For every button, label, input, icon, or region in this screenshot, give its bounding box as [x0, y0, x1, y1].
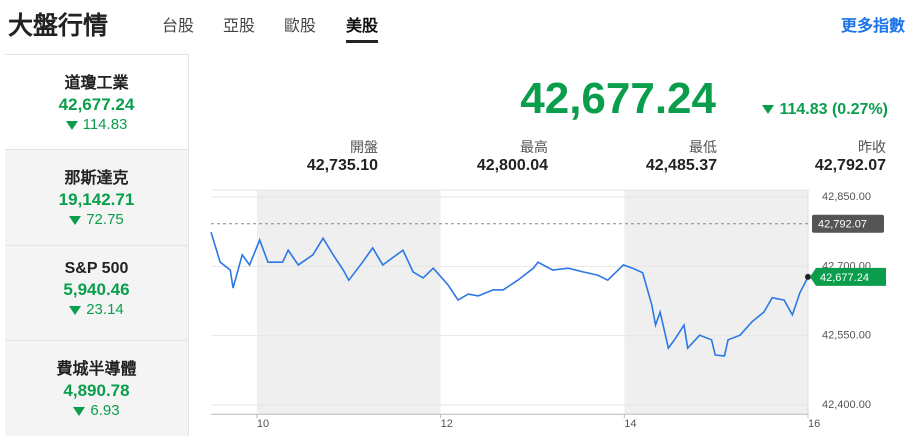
- stat-value: 42,800.04: [476, 157, 548, 174]
- down-arrow: [69, 305, 82, 315]
- index-name: 那斯達克: [64, 170, 129, 187]
- index-name: 費城半導體: [56, 361, 137, 378]
- index-name: S&P 500: [64, 260, 129, 277]
- title: 大盤行情: [8, 12, 109, 40]
- current-box: [810, 267, 886, 286]
- index-change: 114.83: [82, 116, 128, 133]
- reference-label: 42,792.07: [818, 219, 867, 231]
- index-value: 19,142.71: [58, 190, 135, 209]
- index-value: 42,677.24: [58, 95, 135, 114]
- reference-box: [812, 214, 884, 233]
- current-label: 42,677.24: [820, 272, 869, 284]
- index-change-row: 23.14: [5, 301, 188, 318]
- tab[interactable]: 台股: [162, 18, 195, 35]
- main-price: 42,677.24: [520, 74, 716, 123]
- x-tick-label: 12: [441, 418, 453, 430]
- index-change: 72.75: [86, 211, 124, 228]
- index-change-row: 114.83: [5, 116, 188, 133]
- tab[interactable]: 美股: [346, 12, 379, 43]
- x-tick-label: 14: [624, 418, 636, 430]
- stat-label: 昨收: [858, 139, 886, 155]
- main-change-row: 114.83 (0.27%): [762, 101, 888, 119]
- y-tick-label: 42,550.00: [822, 330, 871, 342]
- price-line: [210, 231, 809, 357]
- index-item[interactable]: 費城半導體 4,890.78 6.93: [5, 340, 188, 436]
- stat-value: 42,735.10: [306, 157, 378, 174]
- down-arrow: [69, 215, 82, 225]
- index-value: 4,890.78: [63, 381, 130, 400]
- x-tick-label: 16: [808, 418, 820, 430]
- index-change: 23.14: [86, 301, 124, 318]
- more-link[interactable]: 更多指數: [840, 18, 905, 35]
- down-arrow: [65, 120, 78, 130]
- last-point: [805, 273, 811, 280]
- tab[interactable]: 歐股: [284, 18, 317, 35]
- index-item[interactable]: S&P 500 5,940.46 23.14: [5, 245, 188, 341]
- stat-label: 最低: [689, 139, 717, 155]
- tab[interactable]: 亞股: [223, 18, 256, 35]
- down-arrow: [73, 406, 86, 416]
- index-change: 6.93: [90, 402, 120, 419]
- stat-label: 最高: [520, 139, 548, 155]
- x-tick-label: 10: [257, 418, 269, 430]
- y-tick-label: 42,850.00: [822, 191, 871, 203]
- stat-value: 42,792.07: [814, 157, 886, 174]
- index-value: 5,940.46: [63, 280, 130, 299]
- index-change-row: 72.75: [5, 211, 188, 228]
- y-tick-label: 42,400.00: [822, 399, 871, 411]
- main-change: 114.83 (0.27%): [779, 101, 888, 118]
- index-change-row: 6.93: [5, 402, 188, 419]
- shade-band: [256, 190, 441, 415]
- down-arrow: [762, 105, 775, 115]
- stat-value: 42,485.37: [645, 157, 717, 174]
- index-name: 道瓊工業: [64, 75, 129, 92]
- shade-band: [624, 190, 808, 415]
- stat-label: 開盤: [350, 139, 378, 155]
- index-item[interactable]: 那斯達克 19,142.71 72.75: [5, 149, 188, 245]
- sidebar: 道瓊工業 42,677.24 114.83 那斯達克 19,142.71 72.75 S…: [5, 54, 189, 436]
- index-item[interactable]: 道瓊工業 42,677.24 114.83: [5, 54, 188, 150]
